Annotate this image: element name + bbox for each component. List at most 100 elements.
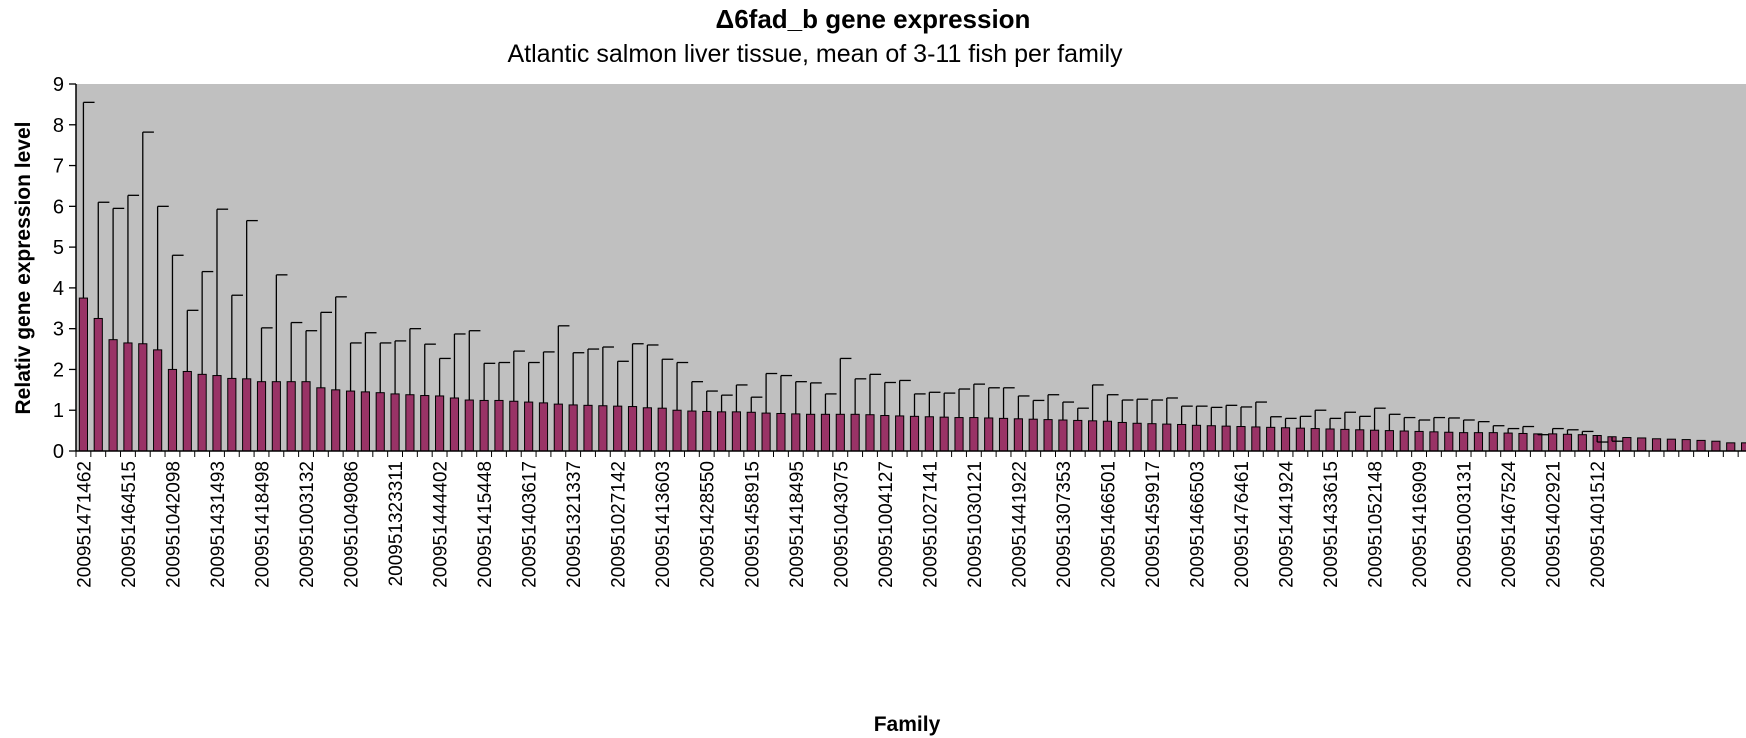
y-tick-label: 0 — [53, 441, 64, 463]
bar — [880, 415, 890, 452]
bar — [998, 417, 1009, 452]
bar — [1132, 422, 1142, 452]
bar — [449, 397, 460, 452]
bar — [464, 399, 474, 452]
bar — [1177, 423, 1187, 452]
bar — [1681, 439, 1691, 452]
y-tick-label: 7 — [53, 156, 64, 178]
x-tick-label: 200951027142 — [609, 461, 630, 588]
bar — [1088, 420, 1098, 452]
y-tick-label: 5 — [53, 237, 64, 259]
bar — [301, 381, 311, 452]
bar — [1533, 433, 1543, 452]
error-bars-group — [82, 101, 1624, 443]
bar — [509, 400, 519, 452]
y-tick-label: 1 — [53, 400, 64, 422]
bar — [746, 411, 756, 452]
bar — [731, 411, 741, 452]
x-tick-label: 200951467524 — [1499, 461, 1520, 588]
bar — [538, 402, 549, 452]
bar — [687, 410, 697, 452]
bar — [1696, 439, 1706, 452]
bar — [909, 415, 920, 452]
bar — [1355, 429, 1365, 452]
x-tick-label: 200951049086 — [342, 461, 363, 588]
bar — [568, 404, 578, 452]
bar — [1562, 433, 1573, 452]
bar — [1280, 427, 1291, 452]
bar — [865, 414, 875, 452]
bar — [494, 399, 504, 452]
x-tick-label: 200951030121 — [965, 461, 986, 588]
bar — [835, 413, 845, 452]
bar — [182, 370, 192, 452]
bar — [138, 343, 148, 452]
bar — [1488, 432, 1498, 452]
x-tick-label: 200951052148 — [1366, 461, 1387, 588]
bar — [1013, 418, 1023, 452]
bar — [1369, 429, 1380, 452]
bar — [108, 339, 118, 452]
bar — [1325, 428, 1335, 452]
x-tick-label: 200951403617 — [520, 461, 541, 588]
bar — [776, 412, 786, 452]
bar — [1340, 428, 1350, 452]
y-tick-label: 6 — [53, 196, 64, 218]
x-tick-label: 200951459917 — [1143, 461, 1164, 588]
bar — [1637, 437, 1647, 452]
bar — [1251, 426, 1261, 452]
y-tick-label: 3 — [53, 319, 64, 341]
bar — [1473, 432, 1484, 452]
bar — [1162, 423, 1172, 452]
x-tick-label: 200951466501 — [1098, 461, 1119, 588]
bar — [1191, 424, 1202, 452]
y-tick-label: 9 — [53, 74, 64, 96]
x-tick-label: 200951458915 — [742, 461, 763, 588]
x-tick-label: 200951433615 — [1321, 461, 1342, 588]
bar — [1726, 442, 1736, 452]
x-tick-label: 200951413603 — [653, 461, 674, 588]
x-tick-label: 200951003131 — [1455, 461, 1476, 588]
bar — [420, 395, 430, 452]
bar — [954, 417, 964, 452]
bar — [1711, 440, 1721, 452]
x-tick-label: 200951471462 — [74, 461, 95, 588]
bar — [390, 393, 400, 452]
x-tick-label: 200951042098 — [163, 461, 184, 588]
bar — [850, 413, 860, 452]
bar — [806, 413, 816, 452]
bar — [969, 417, 979, 452]
bar — [227, 377, 237, 452]
bar — [1429, 431, 1439, 452]
x-tick-label: 200951441924 — [1277, 461, 1298, 588]
bar — [939, 416, 949, 452]
y-axis-title: Relativ gene expression level — [12, 122, 35, 415]
bar — [345, 390, 356, 452]
x-tick-label: 200951441922 — [1009, 461, 1030, 588]
x-tick-label: 200951401512 — [1588, 461, 1609, 588]
bar — [435, 395, 445, 452]
bar — [895, 415, 905, 452]
bar — [375, 392, 385, 452]
x-tick-label: 200951428550 — [698, 461, 719, 588]
bar — [167, 368, 178, 452]
bar — [123, 342, 133, 452]
bar — [93, 317, 103, 452]
bar — [1414, 430, 1424, 452]
bar — [1147, 423, 1157, 452]
bar — [1548, 433, 1558, 452]
bar — [820, 413, 831, 452]
y-tick-label: 2 — [53, 359, 64, 381]
x-tick-label: 200951431493 — [208, 461, 229, 588]
x-ticks-group: 200951471462 200951464515 200951042098 2009… — [74, 451, 1739, 588]
x-tick-label: 200951402921 — [1544, 461, 1565, 588]
bar — [1622, 437, 1632, 452]
bar — [1206, 425, 1216, 452]
x-axis-title: Family — [874, 713, 941, 736]
bar — [212, 375, 222, 452]
x-tick-label: 200951004127 — [876, 461, 897, 588]
x-tick-label: 200951415448 — [475, 461, 496, 588]
bar — [1459, 432, 1469, 452]
bar — [405, 394, 415, 452]
